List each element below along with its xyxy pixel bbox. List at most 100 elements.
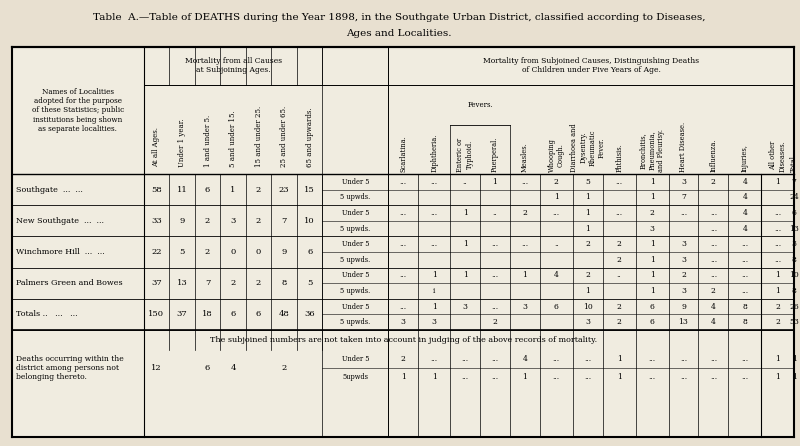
Text: 1: 1 xyxy=(775,272,780,279)
Text: Totals ..   ...   ...: Totals .. ... ... xyxy=(16,310,78,318)
Text: Whooping
Cough.: Whooping Cough. xyxy=(548,138,565,172)
Text: ...: ... xyxy=(742,272,748,279)
Text: 4: 4 xyxy=(742,194,747,201)
Text: 1: 1 xyxy=(775,373,780,381)
Text: 6: 6 xyxy=(554,303,558,310)
Text: Diphtheria.: Diphtheria. xyxy=(430,133,438,172)
Text: 3: 3 xyxy=(681,287,686,295)
Text: 6: 6 xyxy=(205,186,210,194)
Text: Under 1 year.: Under 1 year. xyxy=(178,118,186,167)
Text: 5 upwds.: 5 upwds. xyxy=(340,318,370,326)
Text: ...: ... xyxy=(491,355,498,363)
Text: Diarrhoea and
Dysentry.
Rheumatic
Fever.: Diarrhoea and Dysentry. Rheumatic Fever. xyxy=(570,123,606,172)
Text: i: i xyxy=(433,287,435,295)
Text: ...: ... xyxy=(430,209,438,217)
Text: 48: 48 xyxy=(278,310,290,318)
Text: 2: 2 xyxy=(650,209,654,217)
Text: 53: 53 xyxy=(790,318,799,326)
Text: New Southgate  ...  ...: New Southgate ... ... xyxy=(16,217,104,225)
Text: 1: 1 xyxy=(522,272,527,279)
Text: ...: ... xyxy=(774,256,782,264)
Text: Puerperal.: Puerperal. xyxy=(491,136,499,172)
Text: Heart Disease.: Heart Disease. xyxy=(679,122,687,172)
Text: ..: .. xyxy=(554,240,558,248)
Text: ...: ... xyxy=(742,287,748,295)
Text: 37: 37 xyxy=(151,279,162,287)
Text: 58: 58 xyxy=(151,186,162,194)
Text: ...: ... xyxy=(742,355,748,363)
Text: 2: 2 xyxy=(586,272,590,279)
Text: 5 and under 15.: 5 and under 15. xyxy=(229,110,237,167)
Text: ...: ... xyxy=(430,355,438,363)
Text: 1: 1 xyxy=(586,287,590,295)
Text: Total.: Total. xyxy=(790,153,798,172)
Text: ...: ... xyxy=(615,178,622,186)
Text: 1: 1 xyxy=(586,209,590,217)
Text: Under 5: Under 5 xyxy=(342,240,369,248)
Text: 5 upwds.: 5 upwds. xyxy=(340,287,370,295)
Text: 7: 7 xyxy=(792,178,797,186)
Text: 2: 2 xyxy=(230,279,236,287)
Text: 1: 1 xyxy=(792,355,797,363)
Text: Ages and Localities.: Ages and Localities. xyxy=(346,29,452,38)
Text: 3: 3 xyxy=(792,240,797,248)
Text: Under 5: Under 5 xyxy=(342,178,369,186)
Text: 1: 1 xyxy=(586,194,590,201)
Text: 6: 6 xyxy=(650,318,654,326)
Text: 1: 1 xyxy=(554,194,558,201)
Text: ...: ... xyxy=(430,178,438,186)
Text: ...: ... xyxy=(462,355,469,363)
Text: ...: ... xyxy=(774,225,782,232)
Text: 1: 1 xyxy=(650,178,654,186)
Text: 4: 4 xyxy=(711,318,716,326)
Text: 1: 1 xyxy=(775,355,780,363)
Text: ...: ... xyxy=(710,209,717,217)
Text: 8: 8 xyxy=(792,256,797,264)
Text: 2: 2 xyxy=(711,287,716,295)
Text: 2: 2 xyxy=(617,303,622,310)
Text: 2: 2 xyxy=(401,355,406,363)
Text: ...: ... xyxy=(400,303,407,310)
Text: Mortality from all Causes
at Subjoining Ages.: Mortality from all Causes at Subjoining … xyxy=(185,57,282,74)
Text: 2: 2 xyxy=(205,248,210,256)
Text: ...: ... xyxy=(742,373,748,381)
Text: 2: 2 xyxy=(775,303,780,310)
Text: ...: ... xyxy=(430,240,438,248)
Text: 33: 33 xyxy=(151,217,162,225)
Text: 1: 1 xyxy=(493,178,498,186)
Text: 1: 1 xyxy=(462,240,467,248)
Text: 1: 1 xyxy=(522,373,527,381)
Text: 6: 6 xyxy=(205,364,210,372)
Text: 1: 1 xyxy=(586,225,590,232)
Text: ...: ... xyxy=(774,209,782,217)
Text: 3: 3 xyxy=(650,225,654,232)
Text: 8: 8 xyxy=(742,303,747,310)
Text: 1: 1 xyxy=(617,355,622,363)
Text: ...: ... xyxy=(522,240,529,248)
Text: 4: 4 xyxy=(522,355,527,363)
Text: The subjoined numbers are not taken into account in judging of the above records: The subjoined numbers are not taken into… xyxy=(210,336,597,344)
Text: 3: 3 xyxy=(462,303,467,310)
Text: 2: 2 xyxy=(617,256,622,264)
Text: ...: ... xyxy=(491,373,498,381)
Text: 2: 2 xyxy=(493,318,498,326)
Text: 2: 2 xyxy=(586,240,590,248)
Text: 4: 4 xyxy=(711,303,716,310)
Text: 2: 2 xyxy=(256,279,262,287)
Text: Under 5: Under 5 xyxy=(342,272,369,279)
Text: 22: 22 xyxy=(151,248,162,256)
Text: Fevers.: Fevers. xyxy=(467,101,493,109)
Text: 1: 1 xyxy=(432,373,437,381)
Text: 2: 2 xyxy=(522,209,527,217)
Text: Bronchitis,
Pneumonia,
and Pleurisy.: Bronchitis, Pneumonia, and Pleurisy. xyxy=(639,129,666,172)
Text: 8: 8 xyxy=(282,279,287,287)
Text: ...: ... xyxy=(774,240,782,248)
Text: 1: 1 xyxy=(617,373,622,381)
Text: 5 upwds.: 5 upwds. xyxy=(340,225,370,232)
Text: 10: 10 xyxy=(583,303,593,310)
Text: All other
Diseases.: All other Diseases. xyxy=(769,140,786,172)
Text: ...: ... xyxy=(649,373,656,381)
Text: 24: 24 xyxy=(790,194,799,201)
Text: Phthisis.: Phthisis. xyxy=(615,143,623,172)
Text: 1 and under 5.: 1 and under 5. xyxy=(203,115,211,167)
